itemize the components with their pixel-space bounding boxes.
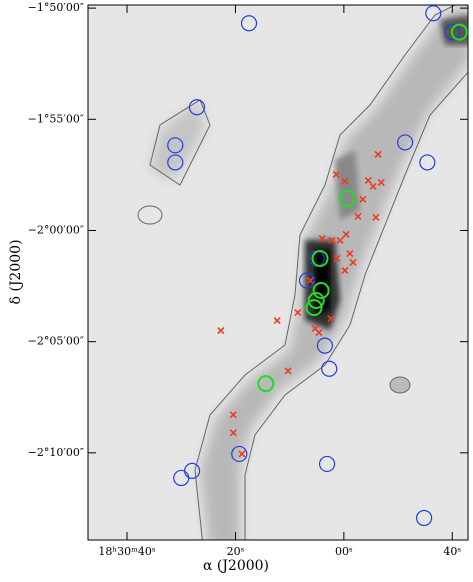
- circle-marker: [257, 375, 275, 393]
- cross-marker: [229, 411, 237, 419]
- cross-marker: [354, 212, 362, 221]
- y-tick-label: −2°10′00″: [28, 446, 84, 459]
- circle-marker: [167, 154, 184, 171]
- cross-marker: [273, 316, 281, 325]
- circle-marker: [307, 292, 325, 310]
- cross-marker: [318, 234, 326, 243]
- y-axis-label: δ (J2000): [8, 239, 24, 304]
- cross-marker: [341, 266, 349, 275]
- circle-marker: [419, 154, 436, 171]
- y-tick-label: −1°55′00″: [28, 112, 84, 125]
- circle-marker: [450, 23, 468, 41]
- y-tick-label: −2°00′00″: [28, 223, 84, 236]
- circle-marker: [173, 469, 190, 487]
- x-tick-label: 00ˢ: [335, 545, 353, 558]
- cross-marker: [284, 367, 292, 375]
- x-axis-label: α (J2000): [203, 558, 269, 574]
- circle-marker: [298, 272, 316, 289]
- cross-marker: [336, 236, 344, 245]
- cross-marker: [346, 250, 354, 258]
- cross-marker: [332, 170, 340, 179]
- x-tick-label: 18ʰ30ᵐ40ˢ: [98, 545, 155, 558]
- cross-marker: [342, 230, 350, 239]
- cross-marker: [294, 308, 302, 317]
- cross-marker: [327, 314, 335, 323]
- circle-marker: [316, 337, 333, 354]
- x-tick-label: 20ˢ: [227, 545, 245, 558]
- circle-marker: [444, 24, 461, 41]
- plot-frame: [87, 4, 469, 541]
- x-tick-label: 40ˢ: [443, 545, 461, 558]
- circle-marker: [167, 137, 184, 154]
- cross-marker: [374, 150, 382, 158]
- cross-marker: [333, 254, 341, 263]
- circle-marker: [240, 15, 258, 32]
- circle-marker: [305, 299, 323, 317]
- circle-marker: [321, 360, 338, 377]
- cross-marker: [315, 328, 323, 337]
- cross-marker: [349, 258, 357, 267]
- circle-marker: [338, 189, 356, 207]
- cross-marker: [341, 177, 349, 185]
- cross-marker: [306, 276, 314, 285]
- circle-marker: [425, 5, 442, 22]
- cross-marker: [229, 429, 237, 437]
- y-tick-label: −1°50′00″: [28, 1, 84, 14]
- circle-marker: [311, 249, 329, 267]
- cross-marker: [372, 213, 380, 221]
- circle-marker: [312, 282, 330, 300]
- circle-marker: [318, 455, 336, 473]
- cross-marker: [364, 176, 372, 185]
- cross-marker: [359, 195, 367, 203]
- y-tick-label: −2°05′00″: [28, 335, 84, 348]
- background-map: [88, 5, 468, 540]
- cross-marker: [377, 178, 385, 187]
- cross-marker: [217, 326, 225, 335]
- circle-marker: [231, 445, 248, 463]
- cross-marker: [328, 236, 336, 245]
- circle-marker: [415, 509, 433, 527]
- circle-marker: [188, 99, 206, 116]
- cross-marker: [238, 450, 246, 458]
- cross-marker: [369, 182, 377, 191]
- circle-marker: [397, 134, 414, 151]
